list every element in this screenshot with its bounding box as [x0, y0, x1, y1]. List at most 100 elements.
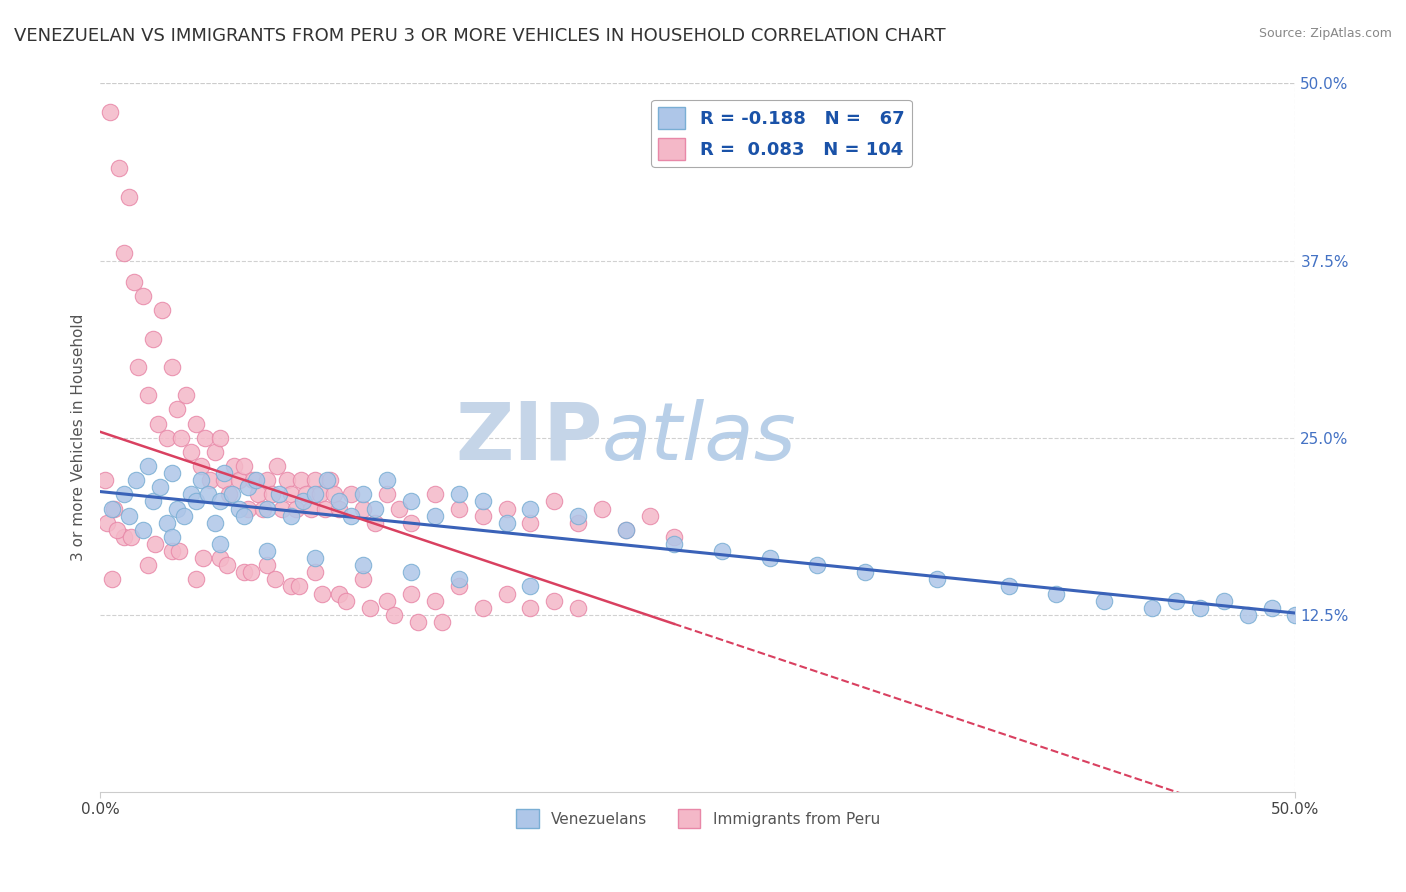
Point: [191, 551, 214, 566]
Point: [239, 566, 262, 580]
Point: [245, 473, 267, 487]
Point: [208, 494, 231, 508]
Point: [108, 161, 131, 176]
Point: [1212, 593, 1234, 607]
Point: [156, 516, 179, 530]
Text: ZIP: ZIP: [456, 399, 602, 476]
Point: [160, 359, 183, 374]
Point: [299, 501, 322, 516]
Point: [853, 566, 876, 580]
Point: [399, 566, 422, 580]
Point: [543, 494, 565, 508]
Point: [543, 593, 565, 607]
Point: [1188, 600, 1211, 615]
Point: [423, 487, 446, 501]
Point: [221, 487, 243, 501]
Point: [101, 501, 124, 516]
Point: [180, 445, 202, 459]
Point: [1236, 607, 1258, 622]
Point: [232, 458, 254, 473]
Point: [256, 473, 278, 487]
Point: [290, 473, 312, 487]
Point: [352, 487, 374, 501]
Point: [125, 473, 148, 487]
Point: [1092, 593, 1115, 607]
Point: [1140, 600, 1163, 615]
Point: [614, 523, 637, 537]
Point: [122, 275, 145, 289]
Point: [269, 487, 291, 501]
Point: [311, 586, 333, 600]
Point: [388, 501, 411, 516]
Point: [167, 544, 190, 558]
Point: [197, 487, 219, 501]
Point: [127, 359, 149, 374]
Point: [204, 445, 226, 459]
Point: [222, 458, 245, 473]
Point: [184, 573, 207, 587]
Point: [352, 573, 374, 587]
Point: [447, 501, 470, 516]
Point: [1284, 607, 1306, 622]
Y-axis label: 3 or more Vehicles in Household: 3 or more Vehicles in Household: [72, 314, 86, 561]
Point: [146, 417, 169, 431]
Point: [519, 600, 541, 615]
Point: [218, 487, 240, 501]
Point: [132, 523, 155, 537]
Text: Source: ZipAtlas.com: Source: ZipAtlas.com: [1258, 27, 1392, 40]
Point: [662, 530, 685, 544]
Point: [328, 586, 350, 600]
Point: [252, 501, 274, 516]
Point: [304, 473, 326, 487]
Point: [194, 431, 217, 445]
Point: [287, 579, 309, 593]
Point: [136, 458, 159, 473]
Point: [112, 530, 135, 544]
Point: [142, 331, 165, 345]
Point: [256, 558, 278, 573]
Point: [246, 487, 269, 501]
Point: [447, 573, 470, 587]
Point: [98, 104, 121, 119]
Point: [304, 487, 326, 501]
Point: [406, 615, 429, 629]
Point: [280, 508, 302, 523]
Point: [758, 551, 780, 566]
Point: [335, 593, 357, 607]
Point: [662, 537, 685, 551]
Point: [242, 473, 264, 487]
Point: [447, 579, 470, 593]
Point: [94, 473, 117, 487]
Point: [567, 516, 589, 530]
Point: [399, 516, 422, 530]
Point: [160, 530, 183, 544]
Point: [285, 501, 308, 516]
Point: [232, 566, 254, 580]
Point: [132, 289, 155, 303]
Point: [495, 586, 517, 600]
Point: [399, 586, 422, 600]
Point: [495, 501, 517, 516]
Point: [103, 501, 125, 516]
Point: [304, 551, 326, 566]
Point: [638, 508, 661, 523]
Point: [228, 473, 250, 487]
Point: [170, 431, 193, 445]
Point: [118, 190, 141, 204]
Point: [214, 466, 236, 480]
Point: [143, 537, 166, 551]
Point: [925, 573, 948, 587]
Point: [567, 600, 589, 615]
Point: [208, 537, 231, 551]
Point: [150, 303, 173, 318]
Point: [352, 501, 374, 516]
Point: [1260, 600, 1282, 615]
Point: [591, 501, 613, 516]
Point: [471, 494, 494, 508]
Point: [314, 501, 336, 516]
Point: [382, 607, 405, 622]
Point: [214, 473, 236, 487]
Point: [423, 508, 446, 523]
Point: [190, 458, 212, 473]
Point: [118, 508, 141, 523]
